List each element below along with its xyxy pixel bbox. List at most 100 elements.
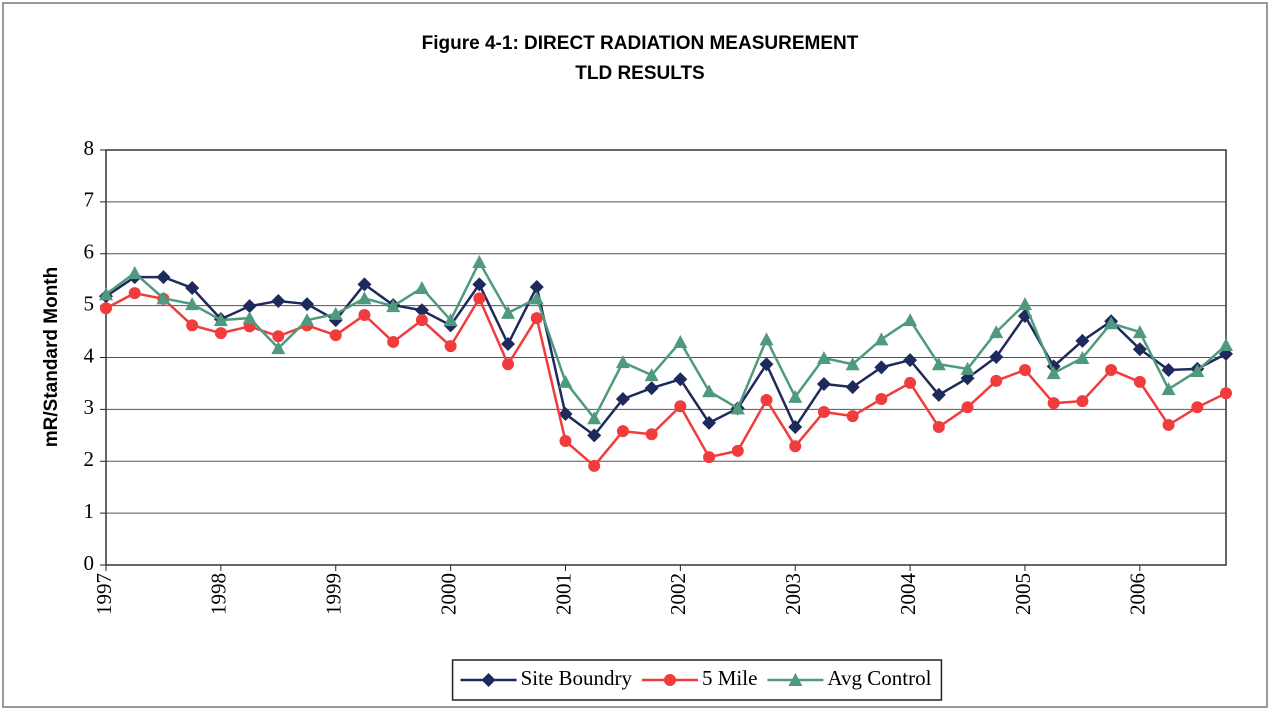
marker <box>357 277 372 292</box>
chart-subtitle: TLD RESULTS <box>575 63 704 84</box>
y-tick-label: 4 <box>84 343 95 367</box>
marker <box>730 401 745 415</box>
x-tick-label: 2006 <box>1126 573 1150 615</box>
y-tick-label: 2 <box>84 447 95 471</box>
marker <box>415 314 428 327</box>
marker <box>615 355 630 369</box>
marker <box>444 340 457 353</box>
marker <box>960 361 975 375</box>
marker <box>328 306 343 320</box>
x-tick-label: 2003 <box>781 573 805 615</box>
marker <box>875 393 888 405</box>
marker <box>185 280 200 295</box>
y-tick-label: 7 <box>84 188 95 212</box>
marker <box>788 389 803 403</box>
marker <box>213 313 228 327</box>
legend: Site Boundry 5 Mile Avg Control <box>451 659 943 701</box>
x-tick-label: 1997 <box>92 573 116 615</box>
marker <box>1219 338 1233 352</box>
marker <box>673 334 688 348</box>
marker <box>989 325 1004 339</box>
marker <box>271 293 286 308</box>
marker <box>845 380 860 395</box>
marker <box>989 349 1004 364</box>
marker <box>674 400 687 413</box>
marker <box>615 392 630 406</box>
marker <box>1132 342 1147 357</box>
marker <box>588 459 601 472</box>
marker <box>816 376 831 391</box>
marker <box>156 291 171 305</box>
marker <box>414 280 429 294</box>
x-tick-label: 2000 <box>436 573 460 615</box>
marker <box>473 292 486 305</box>
x-tick-label: 1999 <box>322 573 346 615</box>
marker <box>414 303 429 318</box>
marker <box>501 305 516 319</box>
marker <box>472 255 487 269</box>
x-tick-label: 2005 <box>1011 573 1035 615</box>
marker <box>1132 325 1147 339</box>
marker <box>387 335 400 348</box>
marker <box>759 357 774 372</box>
marker <box>961 401 974 414</box>
marker <box>1104 316 1119 330</box>
marker <box>300 297 315 312</box>
marker <box>100 302 112 315</box>
legend-label: Site Boundry <box>521 666 633 690</box>
marker <box>1046 366 1061 380</box>
marker <box>904 376 917 389</box>
legend-marker <box>481 673 496 687</box>
marker <box>587 428 602 443</box>
y-tick-label: 6 <box>84 240 95 264</box>
marker <box>1162 418 1175 431</box>
marker <box>874 332 889 346</box>
marker <box>644 381 659 396</box>
marker <box>702 415 717 430</box>
y-tick-label: 0 <box>84 551 95 575</box>
marker <box>587 411 602 425</box>
marker <box>1161 382 1176 396</box>
marker <box>99 287 113 301</box>
legend-label: 5 Mile <box>702 666 757 690</box>
marker <box>1133 375 1146 388</box>
marker <box>846 410 859 423</box>
marker <box>185 297 200 311</box>
legend-marker <box>788 673 803 686</box>
marker <box>558 407 573 422</box>
marker <box>242 299 257 314</box>
marker <box>1017 297 1032 311</box>
x-tick-label: 2001 <box>551 573 575 615</box>
marker <box>186 319 199 332</box>
marker <box>386 299 401 313</box>
marker <box>156 270 171 285</box>
marker <box>731 444 744 457</box>
marker <box>816 351 831 365</box>
marker <box>271 341 286 355</box>
marker <box>1190 363 1205 377</box>
marker <box>214 327 227 340</box>
marker <box>759 332 774 346</box>
marker <box>300 313 315 327</box>
marker <box>127 265 142 279</box>
marker <box>616 425 629 438</box>
marker <box>529 279 544 294</box>
marker <box>931 357 946 371</box>
y-tick-label: 5 <box>84 291 95 315</box>
marker <box>1076 395 1089 408</box>
marker <box>1105 363 1118 376</box>
marker <box>931 387 946 402</box>
marker <box>760 394 773 407</box>
y-tick-label: 1 <box>84 499 95 523</box>
marker <box>443 313 458 327</box>
marker <box>1075 351 1090 365</box>
x-tick-label: 2004 <box>896 573 920 616</box>
marker <box>990 374 1003 387</box>
marker <box>529 291 544 305</box>
marker <box>502 358 515 371</box>
marker <box>1161 362 1176 377</box>
marker <box>357 291 372 305</box>
marker <box>788 420 803 435</box>
chart-title: Figure 4-1: DIRECT RADIATION MEASUREMENT <box>422 33 859 54</box>
